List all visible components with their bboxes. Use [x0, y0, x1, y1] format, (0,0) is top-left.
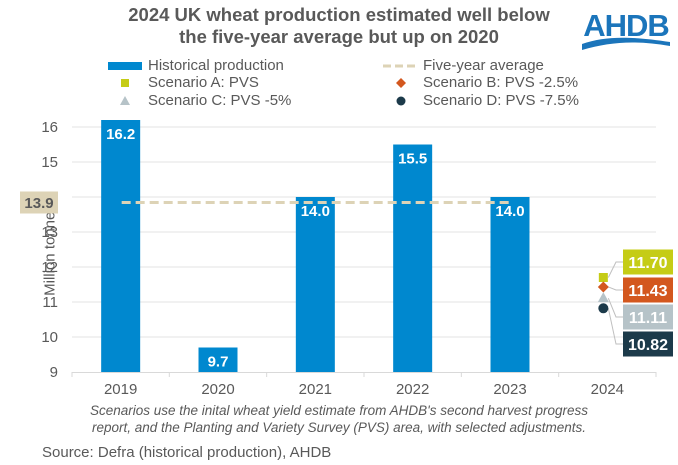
bar-2021 — [295, 197, 335, 372]
x-tick-label: 2020 — [201, 381, 234, 398]
chart-title-line-2: the five-year average but up on 2020 — [179, 26, 499, 47]
x-tick-label: 2022 — [396, 381, 429, 398]
y-axis-ticks: 910111213141516 — [41, 119, 58, 381]
scenario-a-marker — [598, 273, 608, 282]
legend-label: Historical production — [148, 57, 284, 74]
bar-2020 — [198, 347, 238, 372]
legend-diamond-marker — [396, 78, 406, 88]
footnote-line-2: report, and the Planting and Variety Sur… — [91, 420, 586, 435]
scenario-label-box — [623, 277, 673, 303]
scenario-c-marker — [597, 292, 609, 303]
y-tick-label: 11 — [42, 294, 58, 311]
legend-square-marker — [121, 79, 129, 87]
y-tick-label: 16 — [41, 119, 58, 136]
scenario-label-box — [623, 331, 673, 357]
chart-title: 2024 UK wheat production estimated well … — [0, 4, 678, 48]
scenario-d-marker — [598, 303, 609, 314]
legend-label: Scenario D: PVS -7.5% — [423, 92, 579, 109]
y-tick-label: 13 — [41, 224, 58, 241]
y-tick-label: 12 — [41, 259, 58, 276]
x-tick-label: 2024 — [591, 381, 624, 398]
scenario-leader-line — [607, 308, 623, 345]
legend-circle-marker — [396, 96, 406, 106]
gridlines — [72, 126, 656, 338]
y-tick-label: 15 — [41, 154, 58, 171]
source-text: Source: Defra (historical production), A… — [42, 444, 332, 461]
five-year-average: 13.9 — [20, 191, 510, 214]
x-tick-label: 2019 — [104, 381, 137, 398]
five-year-average-label-box — [20, 191, 58, 214]
bar-data-label: 14.0 — [301, 203, 330, 220]
bar-2019 — [101, 120, 141, 372]
ahdb-logo-text: AHDB — [583, 8, 669, 43]
x-tick-label: 2023 — [493, 381, 526, 398]
footnote: Scenarios use the inital wheat yield est… — [0, 402, 678, 436]
legend-dashed-line-marker — [383, 64, 419, 68]
y-tick-label: 10 — [41, 329, 58, 346]
footnote-line-1: Scenarios use the inital wheat yield est… — [89, 403, 589, 418]
legend-label: Scenario B: PVS -2.5% — [423, 74, 579, 91]
x-tick-label: 2021 — [299, 381, 332, 398]
bar-data-label: 15.5 — [398, 151, 427, 168]
scenario-data-label: 11.70 — [628, 255, 667, 272]
chart-title-line-1: 2024 UK wheat production estimated well … — [128, 4, 550, 25]
scenario-data-label: 10.82 — [628, 337, 668, 354]
x-axis: 2019 2020 2021 2022 2023 2024 — [71, 372, 657, 398]
scenario-b-marker — [597, 281, 609, 293]
legend-label: Scenario A: PVS — [148, 74, 259, 91]
legend-triangle-marker — [120, 96, 130, 105]
legend-label: Scenario C: PVS -5% — [148, 92, 292, 109]
bar-2023 — [490, 197, 530, 372]
scenario-leader-line — [607, 261, 623, 278]
legend-bar-marker — [108, 62, 142, 70]
bar-data-label: 9.7 — [208, 354, 229, 371]
bar-2022 — [393, 144, 433, 372]
scenario-leader-line — [607, 297, 623, 318]
bar-data-label: 16.2 — [106, 126, 135, 143]
scenario-data-label: 11.43 — [628, 283, 667, 300]
bar-data-label: 14.0 — [495, 203, 524, 220]
scenarios: 11.70 11.43 11.11 10.82 — [597, 249, 673, 357]
legend-label: Five-year average — [423, 57, 544, 74]
scenario-data-label: 11.11 — [629, 310, 667, 327]
bars: 16.2 9.7 14.0 15.5 14.0 — [101, 120, 530, 372]
scenario-label-box — [623, 249, 673, 275]
five-year-average-label: 13.9 — [24, 195, 53, 212]
ahdb-logo: AHDB — [582, 8, 670, 50]
ahdb-logo-wave — [582, 37, 670, 50]
y-tick-label: 9 — [50, 364, 58, 381]
scenario-leader-line — [608, 286, 623, 291]
scenario-label-box — [623, 304, 673, 330]
